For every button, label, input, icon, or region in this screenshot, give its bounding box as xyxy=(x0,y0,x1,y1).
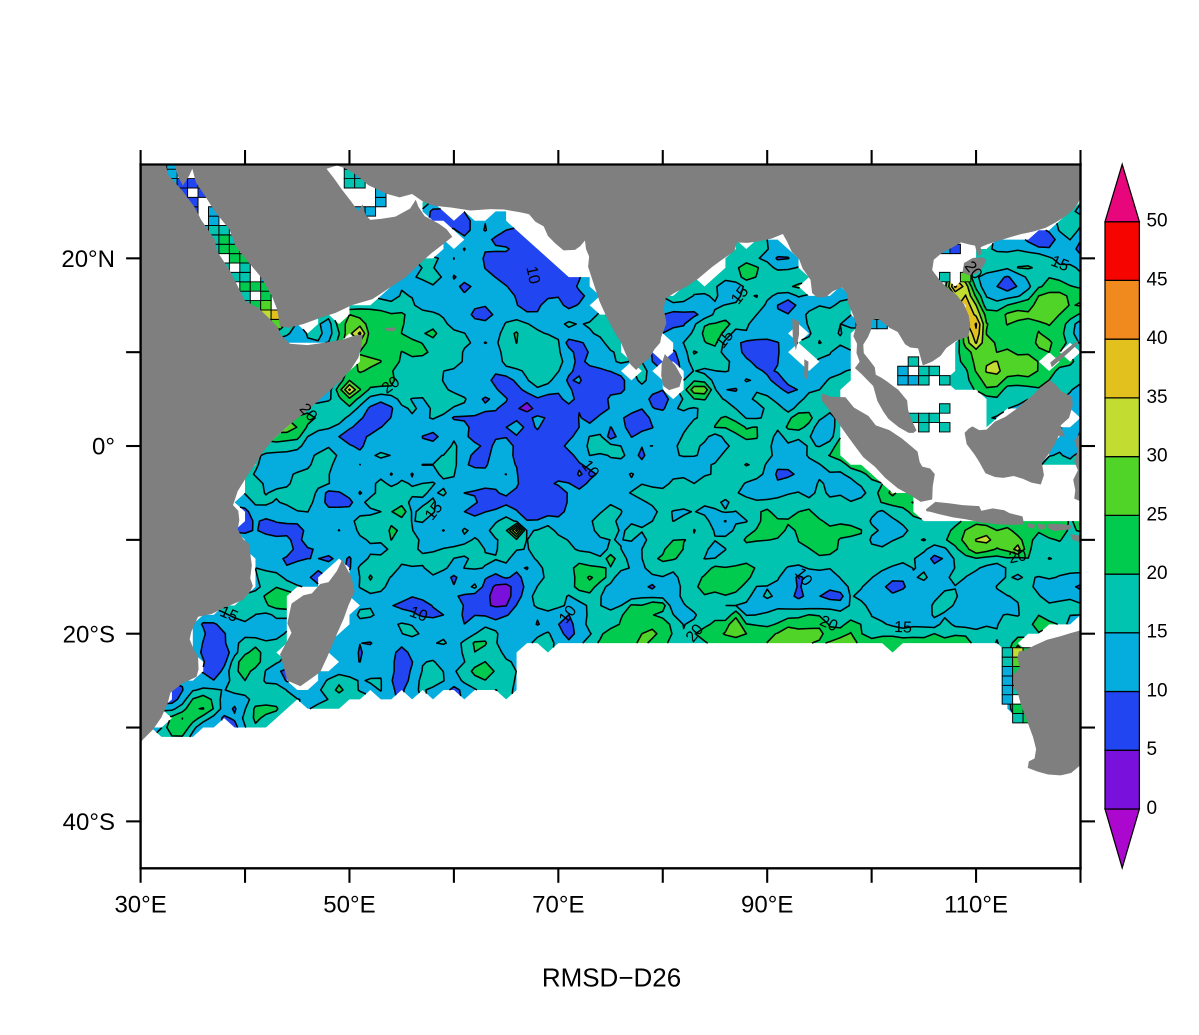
svg-text:15: 15 xyxy=(1146,622,1167,643)
svg-text:40°S: 40°S xyxy=(63,809,115,836)
svg-text:15: 15 xyxy=(894,619,912,637)
svg-text:10: 10 xyxy=(407,604,430,626)
svg-text:110°E: 110°E xyxy=(944,892,1008,919)
svg-text:45: 45 xyxy=(1146,269,1167,290)
svg-text:30: 30 xyxy=(1146,446,1167,467)
svg-text:20: 20 xyxy=(817,613,840,636)
svg-text:20°N: 20°N xyxy=(61,246,115,273)
svg-text:0: 0 xyxy=(1146,798,1157,819)
svg-text:0°: 0° xyxy=(92,434,115,461)
svg-text:30°E: 30°E xyxy=(114,892,166,919)
svg-text:10: 10 xyxy=(522,265,542,286)
svg-text:5: 5 xyxy=(1146,739,1157,760)
svg-text:25: 25 xyxy=(1146,504,1167,525)
svg-text:20: 20 xyxy=(1007,547,1028,567)
svg-text:70°E: 70°E xyxy=(532,892,584,919)
svg-text:10: 10 xyxy=(1146,680,1167,701)
svg-text:15: 15 xyxy=(217,603,240,626)
svg-text:15: 15 xyxy=(1048,253,1071,275)
svg-text:35: 35 xyxy=(1146,387,1167,408)
svg-text:50°E: 50°E xyxy=(323,892,375,919)
svg-text:90°E: 90°E xyxy=(741,892,793,919)
svg-text:RMSD−D26: RMSD−D26 xyxy=(542,963,681,993)
svg-text:40: 40 xyxy=(1146,328,1167,349)
svg-text:20: 20 xyxy=(1146,563,1167,584)
svg-text:20°S: 20°S xyxy=(63,621,115,648)
svg-text:50: 50 xyxy=(1146,211,1167,232)
